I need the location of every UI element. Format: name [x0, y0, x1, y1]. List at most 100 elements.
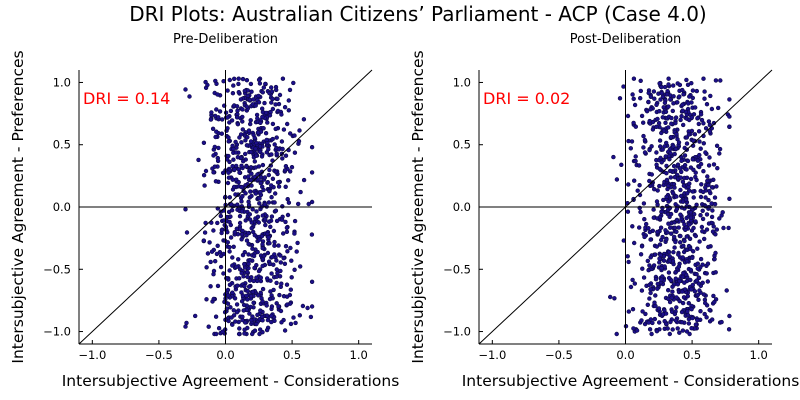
scatter-point [239, 204, 245, 209]
scatter-point [640, 266, 645, 271]
scatter-point [292, 218, 298, 224]
scatter-point [232, 76, 237, 82]
scatter-point [671, 163, 677, 169]
scatter-point [659, 209, 664, 215]
scatter-point [256, 93, 261, 99]
scatter-point [289, 165, 295, 170]
scatter-point [707, 122, 713, 128]
scatter-point [282, 328, 288, 333]
scatter-point [703, 150, 708, 155]
scatter-point [667, 225, 673, 230]
scatter-point [702, 96, 707, 101]
scatter-point [671, 234, 677, 240]
scatter-point [285, 212, 291, 218]
scatter-point [625, 113, 631, 119]
panel-subtitle: Post-Deliberation [570, 32, 682, 47]
scatter-point [661, 258, 667, 263]
scatter-point [678, 233, 683, 239]
scatter-point [250, 314, 255, 319]
scatter-point [692, 105, 698, 110]
scatter-point [232, 230, 238, 235]
scatter-point [282, 261, 288, 266]
scatter-point [245, 269, 250, 275]
scatter-point [665, 326, 670, 331]
scatter-point [260, 318, 265, 323]
scatter-point [243, 138, 248, 143]
scatter-point [673, 318, 678, 323]
scatter-point [690, 282, 695, 288]
scatter-point [269, 319, 274, 325]
scatter-point [709, 317, 715, 322]
scatter-point [727, 196, 732, 202]
scatter-point [694, 88, 699, 94]
scatter-point [643, 311, 648, 317]
scatter-point [695, 246, 700, 251]
scatter-point [288, 287, 293, 292]
scatter-point [646, 90, 651, 96]
scatter-point [645, 302, 650, 307]
x-tick-label: 1.0 [350, 348, 368, 362]
scatter-point [670, 83, 676, 88]
scatter-point [700, 229, 705, 234]
scatter-point [269, 271, 274, 276]
scatter-point [219, 131, 225, 136]
scatter-point [256, 100, 262, 105]
scatter-point [259, 296, 264, 301]
scatter-point [657, 108, 662, 114]
scatter-point [702, 89, 707, 94]
scatter-point [659, 160, 664, 165]
scatter-point [211, 170, 216, 175]
scatter-point [714, 143, 720, 149]
scatter-point [712, 299, 717, 305]
scatter-point [688, 277, 693, 283]
scatter-point [680, 102, 685, 107]
scatter-point [706, 163, 712, 168]
scatter-point [687, 94, 692, 99]
scatter-point [226, 135, 231, 140]
scatter-point [278, 268, 283, 274]
scatter-point [625, 209, 631, 214]
scatter-point [296, 201, 301, 207]
scatter-point [676, 140, 682, 145]
scatter-point [220, 170, 226, 176]
scatter-point [306, 201, 311, 207]
scatter-point [711, 293, 716, 299]
scatter-point [245, 274, 250, 280]
scatter-point [283, 184, 288, 190]
scatter-point [707, 155, 712, 160]
scatter-point [235, 121, 241, 127]
scatter-point [297, 128, 302, 133]
scatter-point [248, 165, 254, 170]
scatter-point [632, 281, 637, 286]
scatter-point [658, 225, 664, 230]
scatter-point [274, 274, 279, 279]
scatter-point [293, 320, 298, 326]
scatter-point [237, 276, 242, 281]
scatter-point [247, 212, 253, 217]
scatter-point [649, 331, 654, 337]
scatter-point [273, 169, 279, 175]
scatter-point [247, 278, 253, 283]
scatter-point [647, 263, 652, 268]
scatter-point [685, 309, 690, 314]
scatter-point [268, 163, 273, 168]
scatter-point [240, 107, 245, 112]
scatter-point [234, 310, 240, 315]
scatter-point [699, 224, 705, 230]
scatter-point [269, 183, 274, 188]
scatter-point [696, 121, 701, 127]
scatter-point [308, 314, 314, 320]
scatter-point [239, 237, 244, 242]
scatter-point [703, 126, 709, 131]
scatter-point [288, 131, 293, 136]
scatter-point [677, 166, 683, 171]
scatter-point [666, 270, 672, 275]
x-axis-label: Intersubjective Agreement - Consideratio… [62, 372, 400, 390]
scatter-point [228, 108, 234, 114]
scatter-point [672, 245, 677, 250]
scatter-point [678, 187, 683, 193]
scatter-point [248, 118, 253, 123]
scatter-point [274, 280, 279, 286]
scatter-point [252, 265, 257, 271]
scatter-point [214, 331, 219, 337]
